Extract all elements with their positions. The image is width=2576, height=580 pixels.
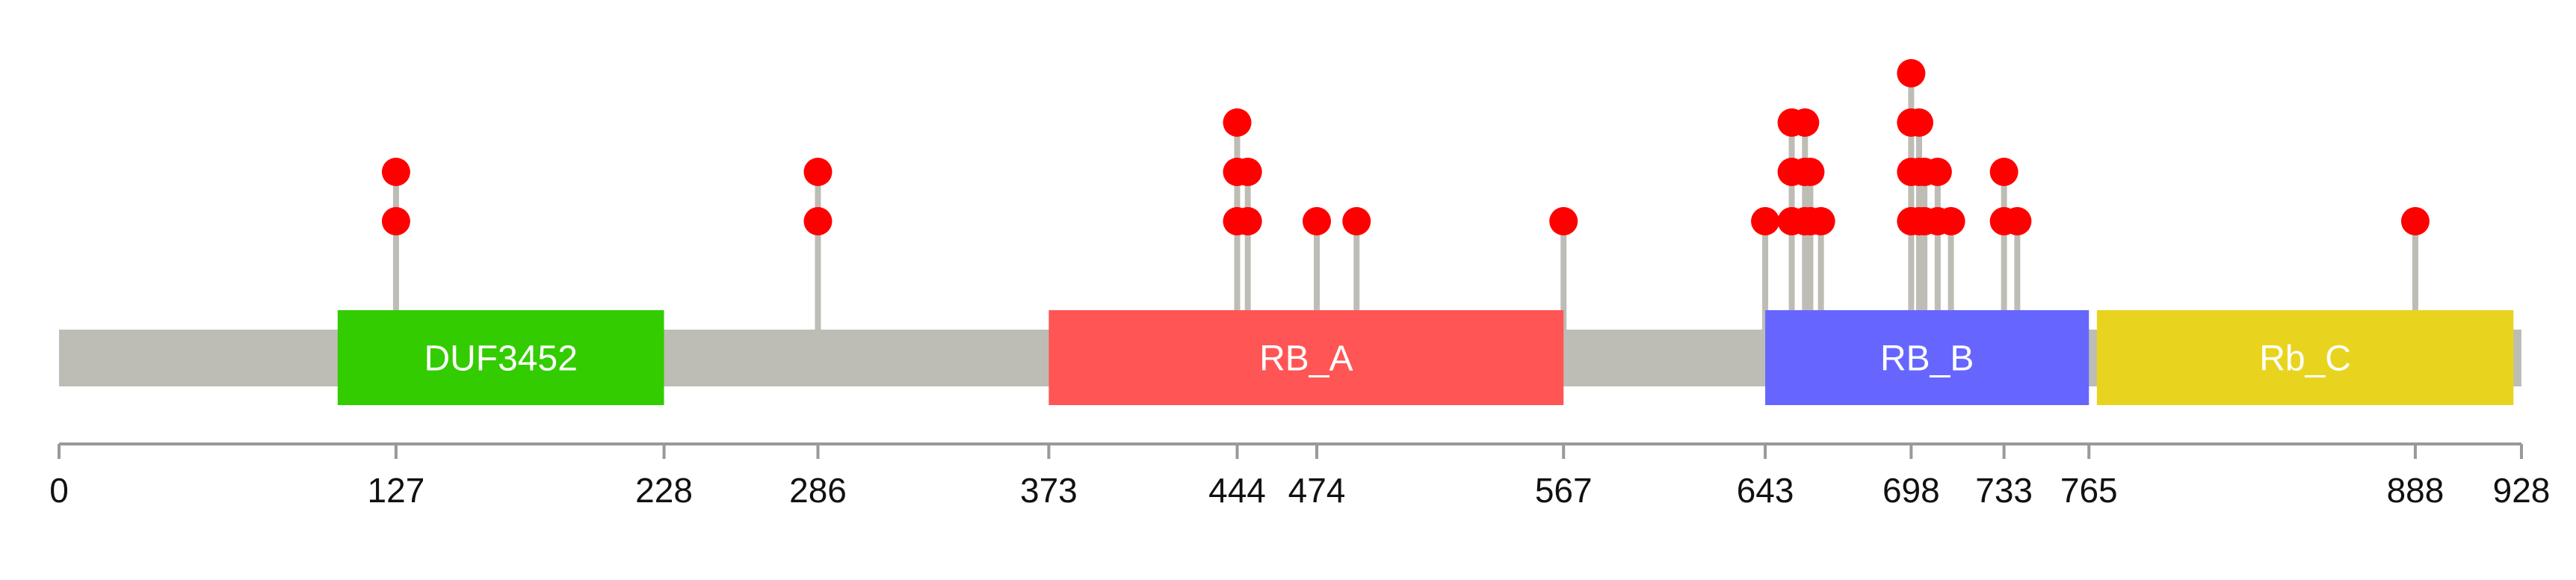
tick-label: 228 — [635, 471, 693, 510]
mutation-marker — [803, 207, 833, 235]
mutation-marker — [803, 158, 833, 186]
mutation-marker — [2400, 207, 2430, 235]
mutation-marker — [1233, 207, 1262, 235]
domain-label: RB_A — [1259, 339, 1353, 379]
tick-label: 567 — [1535, 471, 1593, 510]
tick-label: 474 — [1288, 471, 1346, 510]
mutation-stems — [392, 73, 2418, 330]
mutation-marker — [1905, 108, 1934, 137]
mutation-marker — [1549, 207, 1578, 235]
mutation-marker — [1791, 108, 1820, 137]
tick-label: 444 — [1208, 471, 1266, 510]
tick-label: 643 — [1737, 471, 1794, 510]
mutation-marker — [1796, 158, 1825, 186]
mutation-marker — [2003, 207, 2032, 235]
mutation-marker — [1936, 207, 1965, 235]
mutation-markers — [381, 59, 2430, 235]
tick-label: 286 — [789, 471, 847, 510]
domain-box — [1765, 310, 2089, 405]
mutation-marker — [1303, 207, 1332, 235]
tick-label: 0 — [49, 471, 69, 510]
domain-box — [2096, 310, 2514, 405]
tick-label: 765 — [2060, 471, 2118, 510]
mutation-marker — [381, 158, 410, 186]
mutation-marker — [381, 207, 410, 235]
mutation-marker — [1223, 108, 1252, 137]
domain-duf3452: DUF3452 — [337, 310, 664, 405]
mutation-marker — [1751, 207, 1780, 235]
domain-label: DUF3452 — [424, 339, 577, 379]
x-axis: 0 127 228 286 373 444 474 567 643 698 733 765 888 928 — [49, 442, 2551, 510]
domain-rb-c: Rb_C — [2096, 310, 2514, 405]
domain-label: Rb_C — [2259, 339, 2351, 379]
domains: DUF3452 RB_A RB_B Rb_C — [337, 310, 2514, 405]
mutation-marker — [1806, 207, 1835, 235]
tick-label: 928 — [2493, 471, 2551, 510]
mutation-marker — [1923, 158, 1952, 186]
mutation-marker — [1897, 59, 1926, 87]
domain-label: RB_B — [1880, 339, 1974, 379]
tick-label: 127 — [368, 471, 425, 510]
domain-box — [337, 310, 664, 405]
mutation-marker — [1989, 158, 2019, 186]
tick-label: 698 — [1882, 471, 1940, 510]
tick-label: 733 — [1975, 471, 2033, 510]
tick-label: 373 — [1020, 471, 1078, 510]
tick-label: 888 — [2387, 471, 2444, 510]
domain-rb-a: RB_A — [1048, 310, 1564, 405]
domain-box — [1048, 310, 1564, 405]
mutation-marker — [1342, 207, 1371, 235]
mutation-marker — [1233, 158, 1262, 186]
domain-rb-b: RB_B — [1765, 310, 2089, 405]
